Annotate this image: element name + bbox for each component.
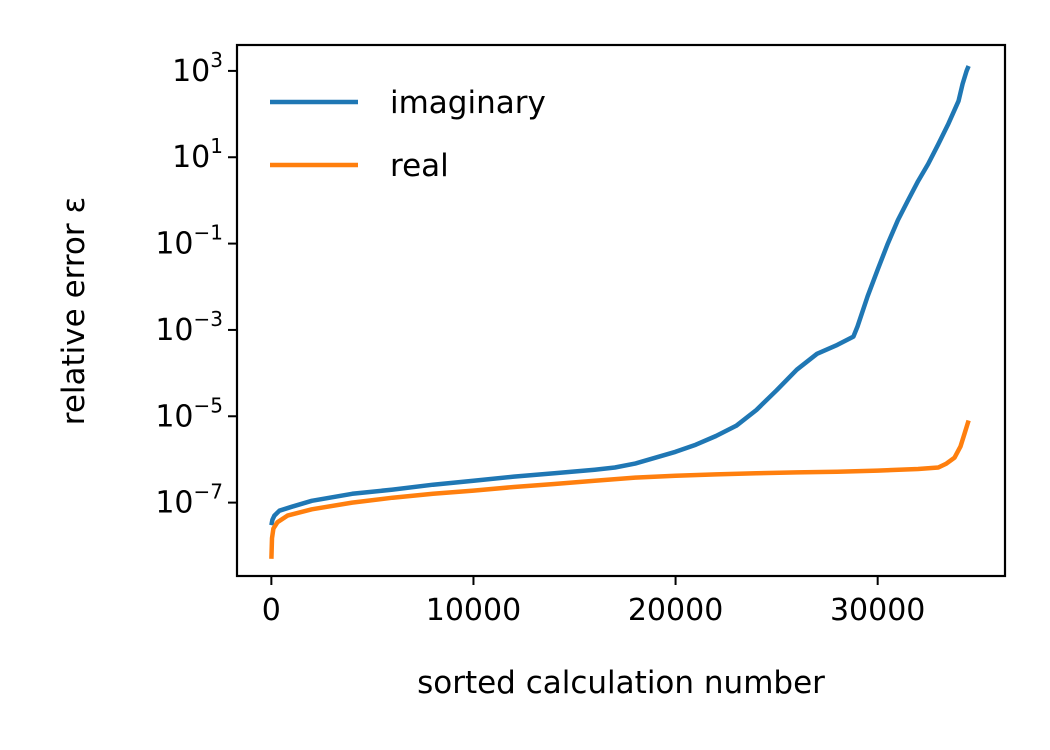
y-tick-label: 10−5 (155, 393, 223, 434)
y-axis: 103 101 10−1 10−3 10−5 10−7 (155, 48, 237, 521)
x-tick-label: 30000 (830, 593, 925, 628)
y-tick-label: 10−7 (155, 480, 223, 521)
plot-frame (235, 43, 1007, 578)
legend: imaginary real (270, 85, 546, 184)
legend-label-real: real (390, 148, 449, 184)
y-axis-label: relative error ε (56, 197, 92, 425)
y-tick-label: 10−1 (155, 221, 223, 262)
y-tick-label: 101 (172, 134, 223, 175)
x-tick-label: 0 (262, 593, 281, 628)
y-tick-label: 10−3 (155, 307, 223, 348)
x-axis-label: sorted calculation number (417, 665, 825, 701)
legend-label-imaginary: imaginary (390, 85, 546, 121)
x-tick-label: 20000 (628, 593, 723, 628)
series-line-real (269, 419, 971, 559)
x-axis: 0 10000 20000 30000 (262, 576, 925, 628)
y-tick-label: 103 (172, 48, 223, 89)
x-tick-label: 10000 (426, 593, 521, 628)
series-line-imaginary (269, 65, 971, 526)
